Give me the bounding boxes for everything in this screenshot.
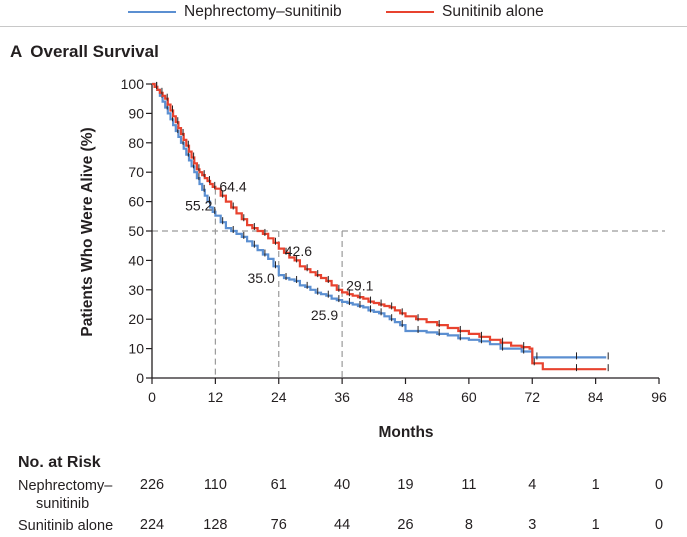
y-tick-label: 60 [128, 194, 144, 210]
legend-label: Nephrectomy–sunitinib [184, 3, 342, 20]
y-tick-label: 100 [121, 76, 145, 92]
y-tick-label: 70 [128, 164, 144, 180]
panel-title-text: Overall Survival [30, 42, 159, 61]
risk-count: 0 [654, 477, 664, 493]
risk-count: 8 [464, 517, 473, 533]
y-tick-label: 0 [136, 370, 144, 386]
x-tick-label: 24 [271, 389, 287, 405]
x-tick-label: 72 [524, 389, 540, 405]
risk-count: 44 [334, 517, 351, 533]
x-tick-label: 84 [588, 389, 604, 405]
x-axis-title: Months [378, 424, 433, 441]
y-tick-label: 30 [128, 282, 144, 298]
y-tick-label: 10 [128, 341, 144, 357]
risk-count: 26 [397, 517, 414, 533]
median-annotation: 25.9 [311, 307, 338, 323]
x-tick-label: 0 [148, 389, 156, 405]
median-annotation: 64.4 [219, 179, 246, 195]
y-tick-label: 50 [128, 223, 144, 239]
series-nephrectomy-line [152, 82, 607, 359]
risk-count: 128 [203, 517, 228, 533]
x-tick-label: 36 [334, 389, 350, 405]
risk-count: 76 [270, 517, 287, 533]
x-tick-label: 48 [398, 389, 414, 405]
risk-count: 226 [139, 477, 165, 493]
reference-lines [152, 188, 665, 378]
risk-count: 19 [397, 477, 414, 493]
legend-item-sunitinib: Sunitinib alone [386, 3, 544, 21]
risk-table-title: No. at Risk [18, 454, 101, 471]
risk-count: 3 [528, 517, 537, 533]
legend-item-nephrectomy: Nephrectomy–sunitinib [128, 3, 342, 21]
series-layer [152, 81, 609, 372]
y-tick-label: 40 [128, 252, 144, 268]
median-annotation: 55.2 [185, 198, 212, 214]
risk-count: 0 [654, 517, 664, 533]
risk-count: 110 [203, 477, 227, 493]
risk-row-label-line1: Nephrectomy– [18, 478, 113, 494]
risk-count: 11 [461, 477, 477, 493]
y-tick-label: 80 [128, 135, 144, 151]
annotations: 64.4 55.2 42.6 35.0 29.1 25.9 [185, 179, 373, 323]
series-sunitinib-line [152, 82, 607, 371]
risk-row-label-line2: sunitinib [36, 496, 90, 512]
y-tick-label: 90 [128, 105, 144, 121]
legend: Nephrectomy–sunitinib Sunitinib alone [0, 0, 687, 27]
risk-count: 1 [591, 477, 600, 493]
legend-swatch-red [386, 10, 434, 13]
risk-count: 61 [270, 477, 287, 493]
risk-row-label-nephrectomy: Nephrectomy– sunitinib [18, 477, 112, 513]
y-tick-label: 20 [128, 311, 144, 327]
y-axis-title: Patients Who Were Alive (%) [79, 127, 96, 336]
risk-row-label-line1: Sunitinib alone [18, 518, 114, 534]
risk-count: 4 [528, 477, 537, 493]
risk-row-label-sunitinib: Sunitinib alone [18, 517, 113, 535]
x-tick-label: 12 [208, 389, 224, 405]
x-tick-label: 60 [461, 389, 477, 405]
legend-label: Sunitinib alone [442, 3, 544, 20]
risk-count: 40 [334, 477, 351, 493]
median-annotation: 35.0 [248, 270, 275, 286]
median-annotation: 29.1 [346, 277, 373, 293]
axes: 0 10 20 30 40 50 60 70 80 90 100 0 12 24 36 48 60 72 84 96 [121, 76, 667, 405]
panel-title: A Overall Survival [10, 42, 159, 62]
risk-count: 224 [139, 517, 165, 533]
risk-count: 1 [591, 517, 600, 533]
legend-swatch-blue [128, 10, 176, 13]
panel-letter: A [10, 42, 23, 61]
median-annotation: 42.6 [285, 243, 312, 259]
x-tick-label: 96 [651, 389, 667, 405]
